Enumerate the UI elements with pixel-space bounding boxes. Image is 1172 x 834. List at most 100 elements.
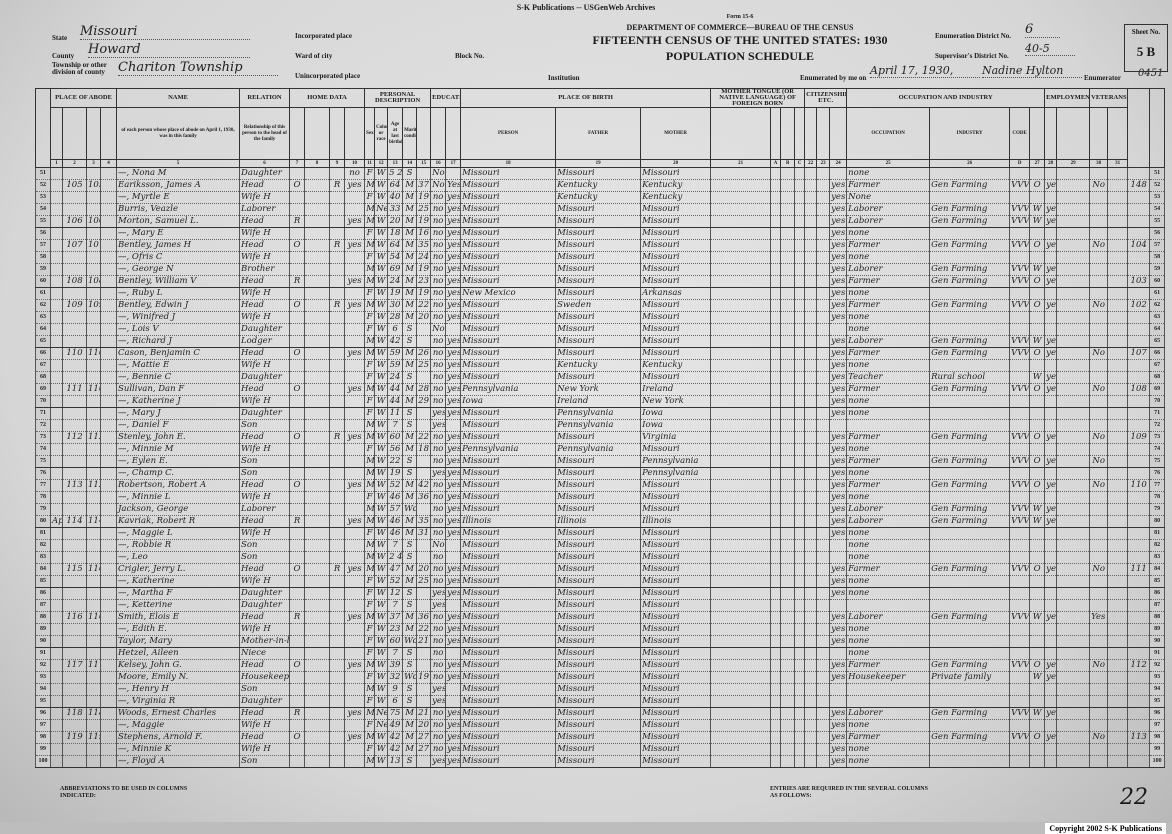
cell-age: 64 [387, 239, 404, 252]
cell-dw [62, 323, 87, 336]
cell-rel: Wife H [239, 443, 291, 456]
institution-label: Institution [548, 74, 580, 82]
line-number: 82 [1149, 539, 1166, 552]
cell-emp [1044, 755, 1058, 768]
cell-rel: Daughter [239, 587, 291, 600]
cell-name: —, Maggie [116, 719, 241, 732]
cell-empty [780, 515, 796, 528]
county-label: County [52, 52, 75, 60]
cell-empty [780, 383, 796, 396]
cell-empty [1056, 455, 1091, 468]
birth-header: PLACE OF BIRTH [460, 88, 712, 108]
cell-sex: F [364, 359, 376, 372]
cell-empty [99, 491, 118, 504]
cell-empty [816, 623, 831, 636]
cell-empty [816, 179, 831, 192]
cell-mar: S [402, 647, 418, 660]
cell-empty [1107, 383, 1129, 396]
cell-empty [1056, 611, 1091, 624]
cell-rel: Wife H [239, 287, 291, 300]
cell-empty [304, 479, 331, 492]
cell-empty [99, 635, 118, 648]
cell-name: —, Minnie K [116, 743, 241, 756]
cell-empty [1107, 371, 1129, 384]
cell-cls: W [1029, 707, 1046, 720]
cell-empty [99, 755, 118, 768]
cell-vet: No [1089, 299, 1109, 312]
cell-fs: 111 [1127, 563, 1151, 576]
cell-lit: yes [445, 707, 462, 720]
cell-emp: yes [1044, 275, 1058, 288]
cell-radio [329, 359, 346, 372]
cell-lit [445, 323, 462, 336]
cell-empty [304, 299, 331, 312]
cell-radio: R [329, 563, 346, 576]
cell-ten: O [289, 431, 306, 444]
cell-emp: yes [1044, 503, 1058, 516]
cell-vet [1089, 359, 1109, 372]
cell-empty [770, 515, 782, 528]
cell-cls [1029, 443, 1046, 456]
mother-header: MOTHER [640, 107, 712, 160]
cell-emp: yes [1044, 563, 1058, 576]
cell-f: Missouri [555, 731, 642, 744]
cell-street [50, 263, 63, 276]
cell-sex: F [364, 311, 376, 324]
cell-occ: Farmer [846, 479, 931, 492]
line-number: 75 [35, 455, 51, 468]
cell-empty [99, 287, 118, 300]
cell-agem: 42 [416, 479, 432, 492]
cell-street [50, 527, 63, 540]
cell-ten: O [289, 299, 306, 312]
cell-empty [304, 599, 331, 612]
line-number: 69 [35, 383, 51, 396]
cell-fs [1127, 455, 1151, 468]
cell-ten [289, 311, 306, 324]
cell-farm [344, 443, 366, 456]
cell-empty [816, 539, 831, 552]
cell-lit [445, 167, 462, 180]
cell-mar: M [402, 239, 418, 252]
cell-radio [329, 659, 346, 672]
cell-empty [304, 623, 331, 636]
cell-vet [1089, 719, 1109, 732]
cell-f: Missouri [555, 683, 642, 696]
cell-race: Neg [374, 719, 389, 732]
cell-empty [816, 659, 831, 672]
cell-empty [780, 575, 796, 588]
cell-dw [62, 599, 87, 612]
cell-mar: S [402, 551, 418, 564]
column-number: 20 [640, 159, 712, 168]
cell-empty [804, 359, 818, 372]
line-number: 78 [35, 491, 51, 504]
cell-name: —, Winifred J [116, 311, 241, 324]
cell-ind [929, 755, 1011, 768]
cell-ind: Gen Farming [929, 335, 1011, 348]
cell-agem: 35 [416, 515, 432, 528]
line-number: 61 [1149, 287, 1166, 300]
cell-empty [770, 671, 782, 684]
cell-dw [62, 359, 87, 372]
cell-ten [289, 323, 306, 336]
cell-p: Missouri [460, 419, 557, 432]
cell-agem [416, 587, 432, 600]
cell-farm [344, 191, 366, 204]
farm-schedule-header [1127, 88, 1151, 168]
code-header: CODE [1009, 107, 1031, 160]
cell-name: —, Bennie C [116, 371, 241, 384]
cell-empty [816, 443, 831, 456]
cell-empty [794, 359, 806, 372]
cell-ind [929, 395, 1011, 408]
column-number: B [780, 159, 796, 168]
cell-empty [710, 407, 772, 420]
sheet-number-box: Sheet No. 5 B [1124, 24, 1168, 72]
cell-radio [329, 527, 346, 540]
cell-f: Missouri [555, 323, 642, 336]
cell-empty [304, 311, 331, 324]
cell-lit: yes [445, 515, 462, 528]
cell-sch: no [430, 503, 447, 516]
cell-empty [770, 299, 782, 312]
cell-lit: yes [445, 203, 462, 216]
line-number: 94 [1149, 683, 1166, 696]
cell-sch: yes [430, 695, 447, 708]
